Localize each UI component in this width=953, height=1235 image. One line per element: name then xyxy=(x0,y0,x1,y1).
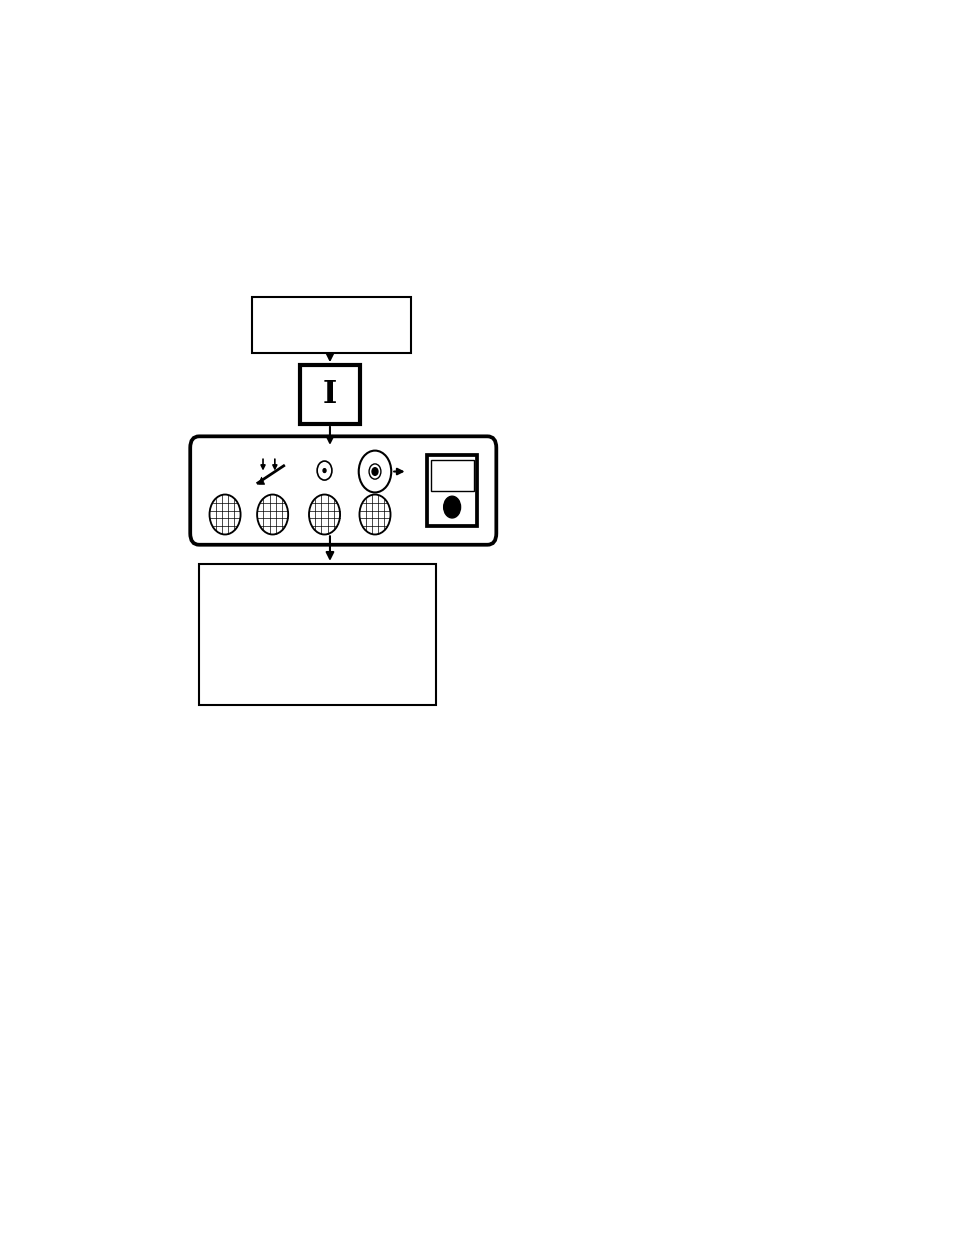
FancyBboxPatch shape xyxy=(190,436,496,545)
Circle shape xyxy=(359,494,390,535)
Circle shape xyxy=(309,494,339,535)
Circle shape xyxy=(372,468,377,475)
Text: I: I xyxy=(322,379,336,410)
Bar xyxy=(430,461,473,490)
Bar xyxy=(252,298,411,353)
Polygon shape xyxy=(258,477,264,484)
Bar xyxy=(426,454,476,526)
Bar xyxy=(199,563,436,704)
Bar xyxy=(300,366,359,424)
Circle shape xyxy=(256,494,288,535)
Circle shape xyxy=(323,468,326,473)
Circle shape xyxy=(369,464,380,479)
Circle shape xyxy=(210,494,240,535)
Circle shape xyxy=(358,451,391,493)
Circle shape xyxy=(316,461,332,480)
Circle shape xyxy=(443,496,460,517)
